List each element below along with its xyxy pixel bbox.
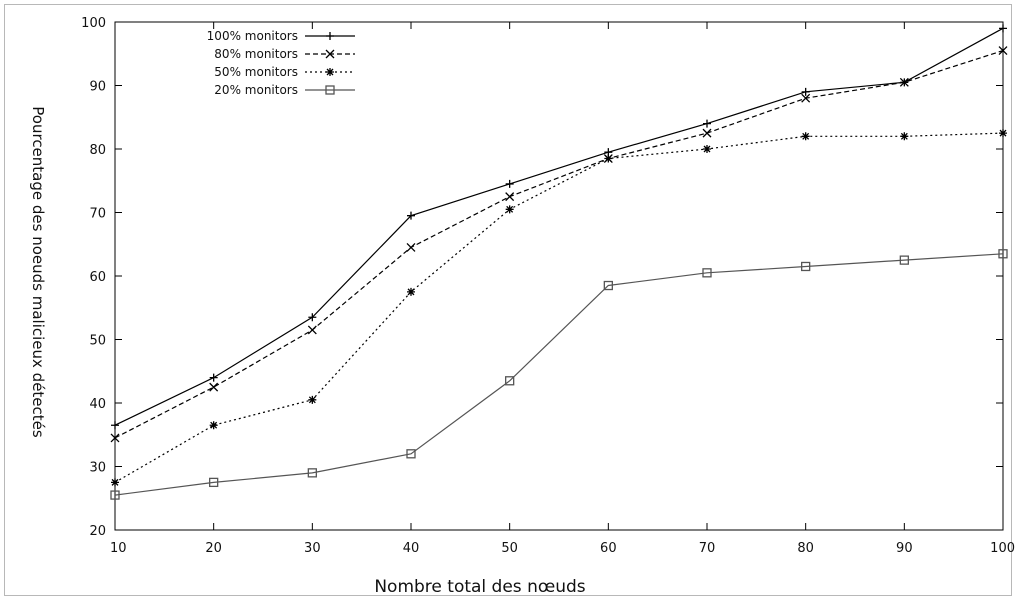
- series-line: [114, 27, 1004, 426]
- data-point-cross: [307, 325, 317, 335]
- data-point-plus: [999, 24, 1007, 33]
- y-tick-label: 90: [89, 80, 106, 95]
- data-point-square: [801, 261, 811, 272]
- y-axis: 20 30 40 50 60 70 80 90 100: [81, 16, 1003, 539]
- series-line: [114, 253, 1004, 496]
- data-point-cross: [110, 433, 120, 443]
- data-point-plus: [505, 179, 514, 188]
- data-point-cross: [406, 242, 416, 252]
- plot-area: [114, 21, 1004, 531]
- data-point-plus: [703, 119, 711, 128]
- x-tick-label: 90: [896, 541, 913, 556]
- series-1: [111, 24, 1007, 430]
- data-point-star: [326, 68, 334, 76]
- data-point-cross: [801, 93, 811, 103]
- data-point-cross: [325, 49, 335, 59]
- data-point-cross: [505, 192, 515, 202]
- data-point-star: [209, 421, 218, 430]
- series-3: [111, 129, 1007, 487]
- data-point-square: [505, 376, 515, 386]
- data-point-star: [900, 132, 909, 141]
- x-axis: 10 20 30 40 50 60 70 80 90 100: [110, 22, 1015, 556]
- data-point-star: [407, 287, 415, 296]
- y-tick-label: 40: [89, 397, 106, 412]
- x-axis-title: Nombre total des nœuds: [374, 577, 585, 597]
- data-point-star: [111, 478, 119, 487]
- data-point-square: [998, 249, 1008, 259]
- legend-label: 100% monitors: [207, 29, 298, 43]
- x-tick-label: 40: [403, 541, 420, 556]
- data-point-square: [603, 280, 613, 291]
- series-layer: [110, 24, 1008, 500]
- data-point-cross: [899, 77, 909, 87]
- y-tick-label: 20: [89, 524, 106, 539]
- x-tick-label: 10: [110, 541, 127, 556]
- data-point-plus: [209, 373, 218, 382]
- x-tick-label: 30: [304, 541, 321, 556]
- data-point-cross: [998, 46, 1008, 56]
- data-point-star: [999, 129, 1007, 138]
- chart-frame: [4, 4, 1012, 596]
- data-point-square: [307, 468, 317, 478]
- x-tick-label: 60: [600, 541, 617, 556]
- data-point-cross: [702, 128, 712, 138]
- x-tick-label: 50: [501, 541, 518, 556]
- data-point-plus: [801, 87, 810, 96]
- data-point-plus: [308, 313, 317, 322]
- data-point-square: [209, 477, 219, 488]
- data-point-star: [505, 205, 514, 214]
- data-point-star: [308, 395, 317, 404]
- series-line: [114, 132, 1004, 483]
- data-point-plus: [111, 421, 119, 430]
- data-point-plus: [407, 211, 415, 220]
- data-point-square: [110, 490, 120, 500]
- legend-label: 20% monitors: [214, 83, 298, 97]
- data-point-star: [801, 132, 810, 141]
- y-tick-label: 50: [89, 334, 106, 349]
- data-point-square: [702, 268, 712, 278]
- series-2: [110, 46, 1008, 443]
- x-tick-label: 20: [205, 541, 222, 556]
- y-tick-label: 80: [89, 143, 106, 158]
- data-point-plus: [326, 32, 334, 40]
- y-axis-title: Pourcentage des noeuds malicieux détecté…: [29, 106, 47, 438]
- data-point-cross: [209, 382, 219, 392]
- x-tick-label: 100: [990, 541, 1015, 556]
- data-point-star: [604, 154, 613, 163]
- y-tick-label: 70: [89, 207, 106, 222]
- series-4: [110, 249, 1008, 500]
- x-tick-label: 80: [797, 541, 814, 556]
- y-tick-label: 100: [81, 16, 106, 31]
- y-tick-label: 30: [89, 461, 106, 476]
- series-line: [114, 50, 1004, 439]
- data-point-square: [325, 85, 335, 95]
- x-tick-label: 70: [699, 541, 716, 556]
- legend-label: 50% monitors: [214, 65, 298, 79]
- y-tick-label: 60: [89, 270, 106, 285]
- legend-label: 80% monitors: [214, 47, 298, 61]
- data-point-square: [899, 255, 909, 265]
- data-point-square: [406, 449, 416, 459]
- data-point-star: [703, 145, 711, 153]
- legend: 100% monitors 80% monitors 50% monitors 20%…: [207, 29, 355, 97]
